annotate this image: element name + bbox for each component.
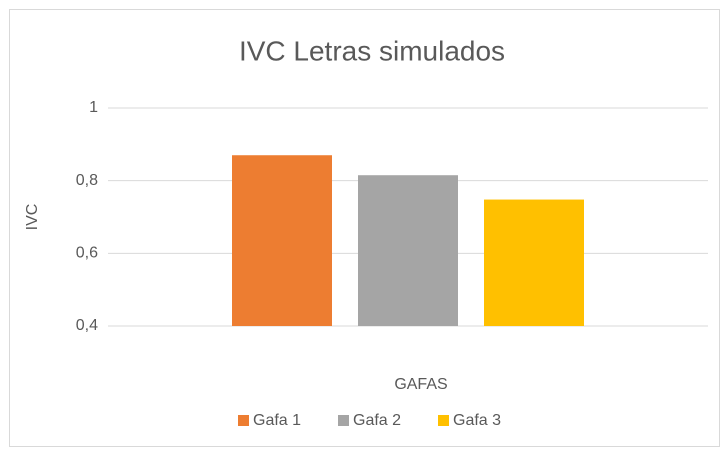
legend-label: Gafa 2 bbox=[353, 412, 401, 429]
y-axis-label: IVC bbox=[24, 204, 41, 231]
legend-label: Gafa 3 bbox=[453, 412, 501, 429]
y-tick-label: 0,6 bbox=[76, 245, 98, 262]
y-tick-label: 0,4 bbox=[76, 317, 98, 334]
legend-swatch bbox=[438, 415, 449, 426]
chart-title: IVC Letras simulados bbox=[239, 35, 505, 66]
legend-swatch bbox=[238, 415, 249, 426]
bar bbox=[232, 155, 332, 326]
bar bbox=[484, 199, 584, 326]
legend-label: Gafa 1 bbox=[253, 412, 301, 429]
x-axis-label: GAFAS bbox=[394, 376, 447, 393]
bar bbox=[358, 175, 458, 326]
y-tick-label: 0,8 bbox=[76, 172, 98, 189]
y-tick-label: 1 bbox=[89, 99, 98, 116]
legend-swatch bbox=[338, 415, 349, 426]
